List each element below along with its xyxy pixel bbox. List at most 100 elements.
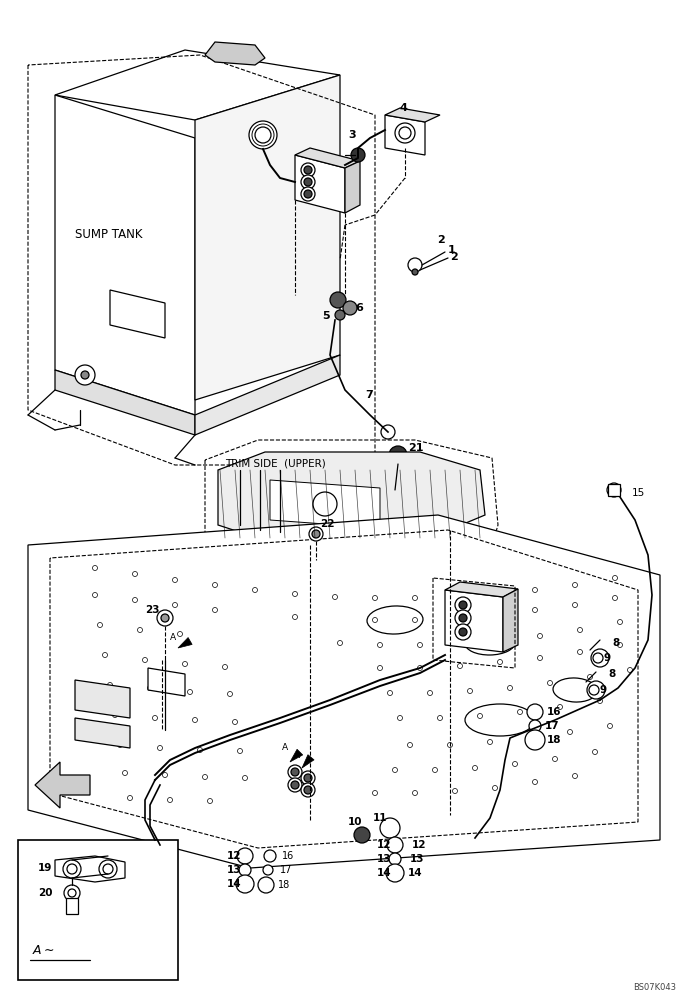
Circle shape	[237, 848, 253, 864]
Circle shape	[263, 865, 273, 875]
Circle shape	[343, 301, 357, 315]
Text: 17: 17	[280, 865, 292, 875]
Circle shape	[288, 778, 302, 792]
Text: 2: 2	[437, 235, 445, 245]
Text: A: A	[282, 744, 288, 752]
Circle shape	[399, 127, 411, 139]
Circle shape	[593, 653, 603, 663]
Circle shape	[529, 720, 541, 732]
Circle shape	[587, 681, 605, 699]
Circle shape	[264, 850, 276, 862]
Circle shape	[99, 860, 117, 878]
Circle shape	[301, 187, 315, 201]
Bar	[18, 840, 178, 980]
Polygon shape	[295, 155, 345, 213]
Polygon shape	[35, 762, 90, 808]
Text: 14: 14	[408, 868, 423, 878]
Circle shape	[408, 258, 422, 272]
Text: 13: 13	[410, 854, 425, 864]
Polygon shape	[385, 115, 425, 155]
Polygon shape	[195, 75, 340, 400]
Text: A: A	[170, 634, 176, 643]
Polygon shape	[290, 749, 303, 762]
Circle shape	[381, 425, 395, 439]
Polygon shape	[55, 370, 195, 435]
Circle shape	[301, 175, 315, 189]
Polygon shape	[205, 42, 265, 65]
Circle shape	[387, 837, 403, 853]
Text: BS07K043: BS07K043	[633, 983, 676, 992]
Polygon shape	[218, 452, 485, 542]
Circle shape	[455, 610, 471, 626]
Text: 17: 17	[545, 721, 560, 731]
Circle shape	[309, 527, 323, 541]
Circle shape	[68, 889, 76, 897]
Text: 4: 4	[400, 103, 408, 113]
Text: 7: 7	[365, 390, 373, 400]
Circle shape	[291, 781, 299, 789]
Circle shape	[386, 864, 404, 882]
Polygon shape	[195, 355, 340, 435]
Polygon shape	[75, 718, 130, 748]
Circle shape	[304, 190, 312, 198]
Circle shape	[161, 614, 169, 622]
Polygon shape	[385, 108, 440, 122]
Circle shape	[304, 774, 312, 782]
Bar	[66, 898, 78, 914]
Polygon shape	[148, 668, 185, 696]
Text: 13: 13	[377, 854, 391, 864]
Circle shape	[63, 860, 81, 878]
Circle shape	[527, 704, 543, 720]
Circle shape	[301, 771, 315, 785]
Text: 3: 3	[348, 130, 356, 140]
Text: 14: 14	[227, 879, 241, 889]
Circle shape	[64, 885, 80, 901]
Circle shape	[330, 292, 346, 308]
Polygon shape	[28, 515, 660, 868]
Circle shape	[354, 827, 370, 843]
Polygon shape	[55, 95, 195, 415]
Circle shape	[291, 768, 299, 776]
Polygon shape	[503, 589, 518, 652]
Circle shape	[304, 166, 312, 174]
Circle shape	[67, 864, 77, 874]
Text: 16: 16	[547, 707, 562, 717]
Text: A: A	[294, 750, 300, 760]
Text: 12: 12	[412, 840, 427, 850]
Circle shape	[301, 163, 315, 177]
Polygon shape	[55, 856, 125, 882]
Circle shape	[459, 601, 467, 609]
Text: 13: 13	[227, 865, 241, 875]
Polygon shape	[75, 680, 130, 718]
Polygon shape	[110, 290, 165, 338]
Circle shape	[455, 597, 471, 613]
Circle shape	[412, 269, 418, 275]
Circle shape	[525, 730, 545, 750]
Text: 22: 22	[320, 519, 334, 529]
Circle shape	[380, 818, 400, 838]
Circle shape	[157, 610, 173, 626]
Polygon shape	[270, 480, 380, 528]
Text: 14: 14	[377, 868, 392, 878]
Text: 19: 19	[38, 863, 53, 873]
Circle shape	[395, 123, 415, 143]
Circle shape	[249, 121, 277, 149]
Polygon shape	[445, 582, 518, 597]
Circle shape	[255, 127, 271, 143]
Text: SUMP TANK: SUMP TANK	[75, 229, 142, 241]
Text: TRIM SIDE  (UPPER): TRIM SIDE (UPPER)	[225, 458, 326, 468]
Text: 8: 8	[612, 638, 619, 648]
Circle shape	[455, 624, 471, 640]
Polygon shape	[295, 148, 360, 168]
Circle shape	[313, 492, 337, 516]
Text: 10: 10	[348, 817, 363, 827]
Circle shape	[312, 530, 320, 538]
Circle shape	[589, 685, 599, 695]
Circle shape	[335, 310, 345, 320]
Circle shape	[258, 877, 274, 893]
Bar	[608, 484, 620, 496]
Text: 21: 21	[408, 443, 423, 453]
Circle shape	[301, 783, 315, 797]
Text: 18: 18	[547, 735, 562, 745]
Text: 5: 5	[322, 311, 330, 321]
